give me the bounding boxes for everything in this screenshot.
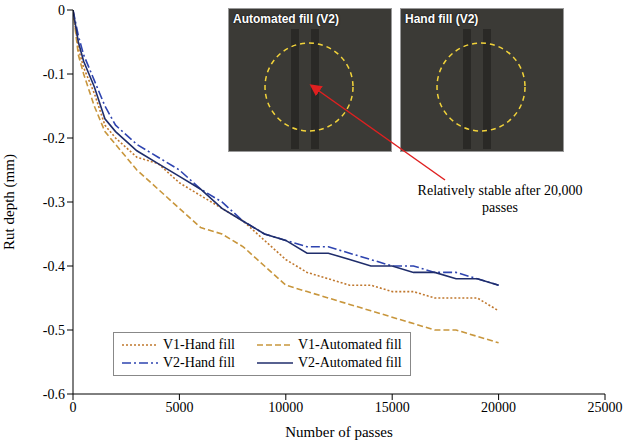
html-text:V2-Automated fill: V2-Automated fill [297,355,402,370]
svg-text:-0.1: -0.1 [43,67,65,82]
svg-text:-0.3: -0.3 [43,195,65,210]
svg-text:25000: 25000 [588,400,623,415]
svg-text:0: 0 [70,400,77,415]
svg-text:-0.5: -0.5 [43,323,65,338]
svg-text:Rut depth (mm): Rut depth (mm) [1,154,18,250]
html-text:V1-Automated fill: V1-Automated fill [297,337,402,352]
svg-text:15000: 15000 [375,400,410,415]
html-text:Relatively stable after 20,000: Relatively stable after 20,000 passes [417,183,583,215]
svg-text:0: 0 [58,3,65,18]
svg-text:Number of passes: Number of passes [285,424,393,440]
svg-text:-0.6: -0.6 [43,387,65,402]
svg-text:5000: 5000 [165,400,193,415]
html-text:Hand fill (V2): Hand fill (V2) [405,12,479,26]
svg-text:-0.2: -0.2 [43,131,65,146]
svg-text:20000: 20000 [481,400,516,415]
html-text:V2-Hand fill: V2-Hand fill [163,355,235,370]
html-text:Automated fill (V2): Automated fill (V2) [233,12,339,26]
html-text:V1-Hand fill: V1-Hand fill [163,337,235,352]
svg-text:10000: 10000 [268,400,303,415]
svg-text:-0.4: -0.4 [43,259,65,274]
